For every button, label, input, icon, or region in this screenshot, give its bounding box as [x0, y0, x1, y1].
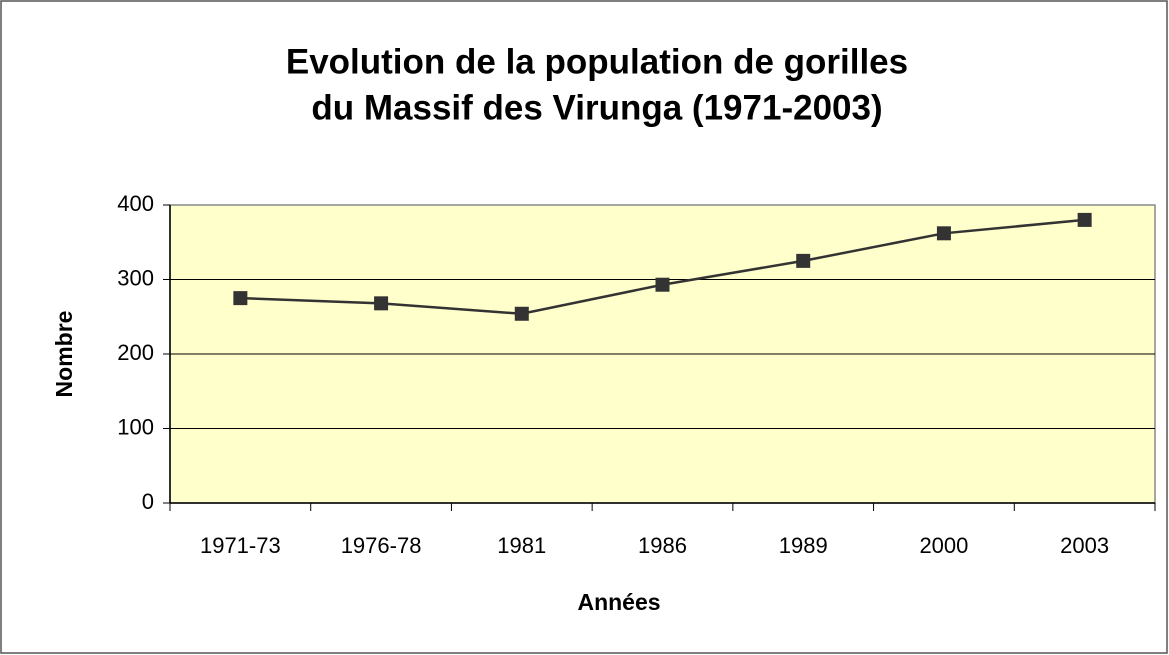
x-tick-label: 1981: [497, 533, 546, 558]
data-point: [796, 253, 811, 268]
y-tick-label: 100: [117, 414, 154, 439]
data-point: [936, 226, 951, 241]
x-tick-label: 2000: [919, 533, 968, 558]
y-tick-label: 400: [117, 191, 154, 216]
y-tick-label: 200: [117, 340, 154, 365]
chart-title: du Massif des Virunga (1971-2003): [311, 88, 882, 127]
data-point: [514, 306, 529, 321]
data-point: [374, 296, 389, 311]
x-axis-label: Années: [577, 589, 660, 615]
data-point: [655, 277, 670, 292]
data-point: [233, 291, 248, 306]
y-tick-label: 0: [142, 489, 154, 514]
x-tick-label: 1986: [638, 533, 687, 558]
x-tick-label: 1971-73: [200, 533, 281, 558]
y-tick-label: 300: [117, 265, 154, 290]
chart-title: Evolution de la population de gorilles: [286, 42, 908, 81]
x-tick-label: 1989: [779, 533, 828, 558]
data-point: [1077, 212, 1092, 227]
x-tick-label: 2003: [1060, 533, 1109, 558]
y-axis-label: Nombre: [51, 311, 77, 398]
x-tick-label: 1976-78: [341, 533, 422, 558]
